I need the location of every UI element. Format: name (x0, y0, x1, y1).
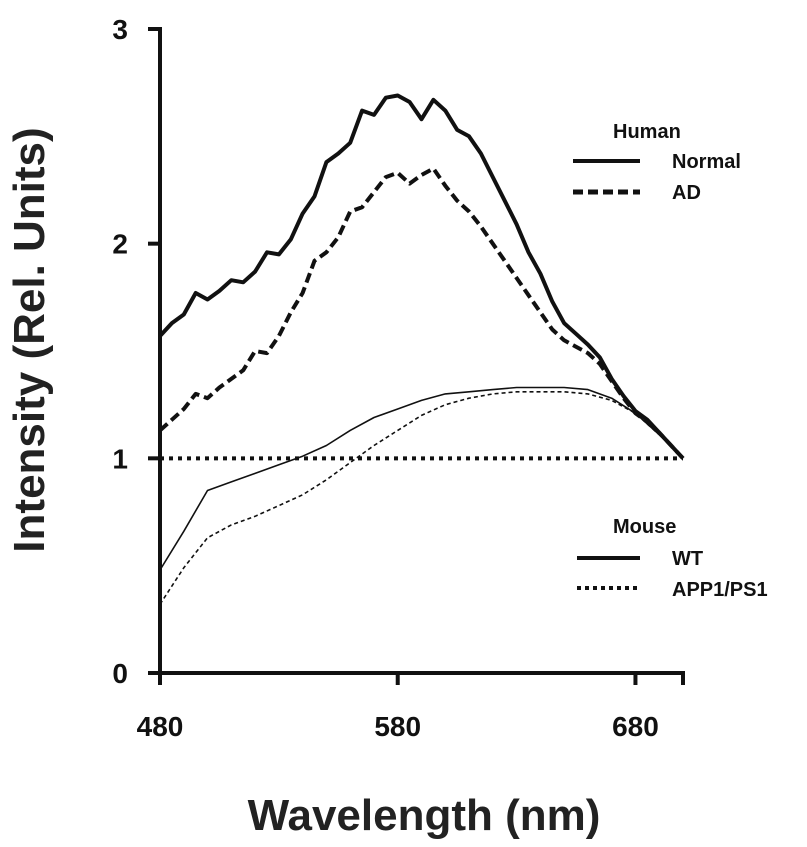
legend-app1ps1-label: APP1/PS1 (672, 579, 768, 601)
x-tick-label-680: 680 (612, 711, 659, 742)
x-axis-title: Wavelength (nm) (248, 791, 601, 840)
y-tick-label-1: 1 (112, 443, 128, 474)
series-normal-line (158, 93, 685, 460)
legend-human: Human Normal AD (573, 121, 741, 204)
x-tick-label-580: 580 (374, 711, 421, 742)
y-tick-label-2: 2 (112, 229, 128, 260)
legend-human-title: Human (613, 121, 681, 143)
y-axis-title: Intensity (Rel. Units) (5, 127, 54, 552)
axes-layer (158, 27, 685, 675)
legend-wt-label: WT (672, 548, 703, 570)
series-wt-line (159, 386, 684, 571)
legend-normal-label: Normal (672, 151, 741, 173)
legend-mouse-title: Mouse (613, 516, 676, 538)
series-layer (158, 93, 685, 605)
y-tick-label-3: 3 (112, 14, 128, 45)
legend-ad-label: AD (672, 182, 701, 204)
ticks-layer: 0 1 2 3 480 580 680 (112, 14, 685, 742)
y-tick-label-0: 0 (112, 658, 128, 689)
legend-mouse: Mouse WT APP1/PS1 (577, 516, 768, 601)
x-tick-label-480: 480 (137, 711, 184, 742)
series-app1-ps1-line (159, 391, 684, 605)
